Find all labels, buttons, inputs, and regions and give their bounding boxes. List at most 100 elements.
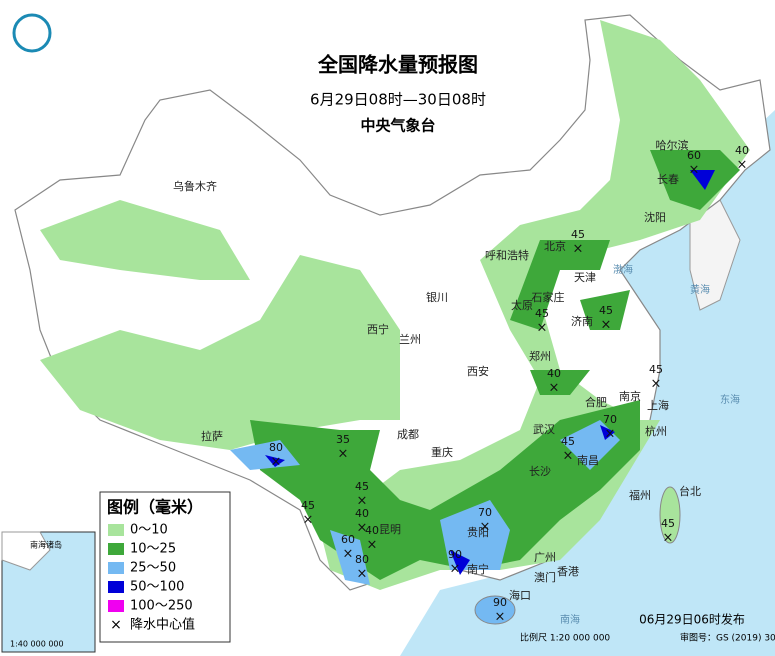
city-label: 昆明 <box>379 523 401 536</box>
sea-label: 渤海 <box>613 263 633 276</box>
city-label: 台北 <box>679 484 701 498</box>
center-value: 45 <box>535 307 549 320</box>
legend-label: 降水中心值 <box>130 617 195 633</box>
legend-swatch <box>108 562 124 574</box>
center-marker: × <box>357 494 368 509</box>
title: 全国降水量预报图 <box>317 53 478 77</box>
center-marker: × <box>357 521 368 536</box>
city-label: 上海 <box>647 398 669 412</box>
center-value: 40 <box>735 144 749 157</box>
city-label: 杭州 <box>645 424 667 438</box>
rain-moderate <box>250 400 640 580</box>
legend-swatch <box>108 600 124 612</box>
center-value: 60 <box>687 149 701 162</box>
center-value: 60 <box>341 533 355 546</box>
center-marker: × <box>651 377 662 392</box>
legend-label: 100～250 <box>130 599 193 614</box>
inset-title: 南海诸岛 <box>30 540 62 550</box>
rain-moderate <box>510 240 610 330</box>
center-value: 90 <box>493 596 507 609</box>
legend-label: 50～100 <box>130 580 184 595</box>
inset-land <box>1 531 51 571</box>
rain-heavy <box>230 420 620 585</box>
center-value: 80 <box>269 441 283 454</box>
sea-label: 东海 <box>720 393 740 406</box>
inset-scale: 1:40 000 000 <box>10 640 64 649</box>
center-marker: × <box>537 321 548 336</box>
center-marker: × <box>563 449 574 464</box>
center-marker: × <box>450 562 461 577</box>
center-marker: × <box>303 513 314 528</box>
city-label: 海口 <box>509 588 531 602</box>
city-label: 天津 <box>574 271 596 284</box>
rain-moderate <box>650 150 740 210</box>
legend-swatch <box>108 581 124 593</box>
rain-light <box>40 255 400 450</box>
sea-label: 黄海 <box>690 283 710 296</box>
center-value: 35 <box>336 433 350 446</box>
city-label: 福州 <box>629 488 651 502</box>
city-label: 重庆 <box>431 445 453 459</box>
center-marker: × <box>549 381 560 396</box>
city-label: 郑州 <box>529 349 551 363</box>
approval: 审图号：GS (2019) 3082号 <box>680 632 775 644</box>
center-value: 70 <box>603 413 617 426</box>
center-value: 45 <box>571 228 585 241</box>
center-marker: × <box>663 531 674 546</box>
city-label: 长沙 <box>529 465 551 478</box>
city-label: 石家庄 <box>532 290 565 304</box>
city-label: 西安 <box>467 364 489 378</box>
center-value: 40 <box>365 524 379 537</box>
center-marker: × <box>480 520 491 535</box>
issuer: 中央气象台 <box>360 117 435 135</box>
center-value: 40 <box>355 507 369 520</box>
legend-swatch <box>108 543 124 555</box>
city-label: 南京 <box>619 389 641 403</box>
city-label: 北京 <box>544 239 566 253</box>
city-label: 成都 <box>397 428 419 441</box>
center-marker: × <box>271 455 282 470</box>
city-label: 太原 <box>511 299 533 312</box>
rain-light <box>40 200 250 280</box>
center-value: 80 <box>355 553 369 566</box>
rain-centers: ×60×40×45×45×45×40×45×70×45×80 ×35×45×40×… <box>269 144 749 625</box>
legend-label: 25～50 <box>130 561 176 576</box>
city-label: 兰州 <box>399 333 421 346</box>
legend-marker: × <box>110 617 122 633</box>
sea-label: 南海 <box>560 613 580 626</box>
city-label: 广州 <box>534 551 556 564</box>
center-marker: × <box>357 567 368 582</box>
city-label: 合肥 <box>585 395 607 409</box>
taiwan <box>659 486 681 544</box>
city-label: 武汉 <box>533 423 555 436</box>
city-label: 香港 <box>557 565 579 578</box>
center-marker: × <box>367 538 378 553</box>
hainan <box>474 595 516 625</box>
center-marker: × <box>737 158 748 173</box>
city-label: 澳门 <box>534 570 556 584</box>
center-value: 45 <box>649 363 663 376</box>
city-label: 长春 <box>657 173 679 186</box>
legend-label: 0～10 <box>130 523 168 538</box>
center-value: 40 <box>547 367 561 380</box>
center-value: 45 <box>661 517 675 530</box>
city-label: 呼和浩特 <box>485 248 529 262</box>
center-value: 45 <box>561 435 575 448</box>
city-label: 银川 <box>426 290 448 304</box>
rain-areas <box>40 20 750 590</box>
center-marker: × <box>338 447 349 462</box>
legend-title: 图例（毫米） <box>107 498 203 517</box>
rain-moderate <box>530 290 630 395</box>
scale: 比例尺 1:20 000 000 <box>520 632 610 644</box>
center-value: 45 <box>355 480 369 493</box>
center-value: 90 <box>448 548 462 561</box>
city-label: 沈阳 <box>644 210 666 224</box>
legend-swatch <box>108 524 124 536</box>
center-marker: × <box>495 610 506 625</box>
city-label: 南宁 <box>467 562 489 576</box>
city-label: 济南 <box>571 314 593 328</box>
legend-label: 10～25 <box>130 542 176 557</box>
